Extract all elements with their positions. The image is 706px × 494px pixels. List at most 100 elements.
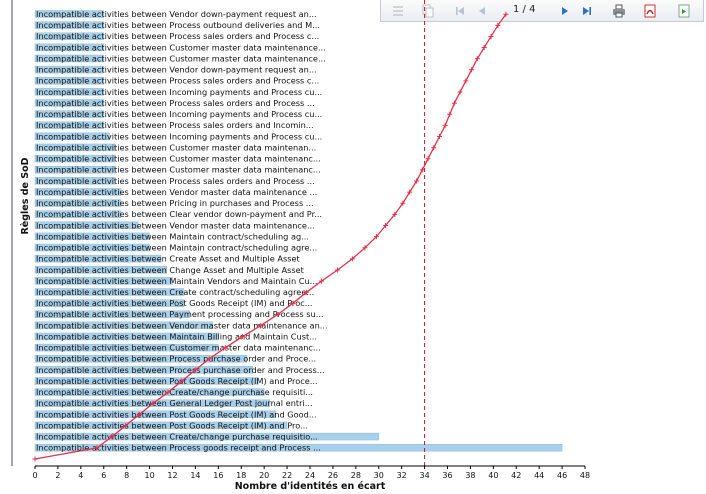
curve-point <box>447 111 453 117</box>
x-tick-label: 44 <box>534 471 544 480</box>
x-tick-label: 36 <box>442 471 452 480</box>
x-tick-label: 42 <box>511 471 521 480</box>
curve-point <box>179 378 185 384</box>
rule-label: Incompatible activities between Post Goo… <box>36 376 318 386</box>
x-tick-label: 10 <box>144 471 154 480</box>
rule-label: Incompatible activities between Customer… <box>36 154 321 164</box>
rule-label: Incompatible activities between Post Goo… <box>36 298 313 308</box>
curve-point <box>335 267 340 273</box>
x-tick-label: 38 <box>465 471 475 480</box>
curve-point <box>431 145 437 151</box>
bar <box>34 165 116 174</box>
rule-label: Incompatible activities between Maintain… <box>36 231 309 241</box>
curve-point <box>109 434 115 440</box>
x-tick-label: 20 <box>259 471 269 480</box>
rule-label: Incompatible activities between Change A… <box>36 265 305 275</box>
curve-point <box>457 89 463 95</box>
bar <box>34 388 265 396</box>
bar <box>34 288 185 296</box>
x-tick-label: 8 <box>124 471 129 480</box>
rule-label: Incompatible activities between Process … <box>36 98 315 108</box>
rule-label: Incompatible activities between Create A… <box>36 254 301 264</box>
export-icon[interactable] <box>677 4 691 18</box>
curve-point <box>32 456 38 462</box>
bar <box>34 421 288 430</box>
rule-label: Incompatible activities between Vendor d… <box>36 65 317 75</box>
x-ticks-layer: 0 2 4 6 8 10 12 14 16 18 20 22 24 26 28 30 32 34 36 38 40 42 4… <box>32 466 590 480</box>
bar <box>34 32 104 40</box>
x-tick-label: 40 <box>488 471 498 480</box>
copy-icon[interactable] <box>421 4 435 18</box>
curve-point <box>123 423 129 429</box>
y-axis-title: Règles de SoD <box>20 157 31 234</box>
rule-label: Incompatible activities between Pricing … <box>36 198 314 208</box>
x-tick-label: 48 <box>580 471 590 480</box>
bar <box>34 110 104 118</box>
previous-page-icon[interactable] <box>475 4 489 18</box>
curve-point <box>258 323 264 329</box>
next-page-icon[interactable] <box>558 4 572 18</box>
rule-label: Incompatible activities between Incoming… <box>36 131 322 141</box>
curve-point <box>165 389 171 395</box>
curve-point <box>442 122 448 128</box>
curve-markers-layer <box>32 11 509 462</box>
curve-point <box>136 412 142 418</box>
curve-point <box>304 289 310 295</box>
rule-label: Incompatible activities between Process … <box>36 176 315 186</box>
curve-point <box>373 234 379 240</box>
rule-label: Incompatible activities between Vendor d… <box>36 9 317 19</box>
bar <box>34 77 104 85</box>
rule-label: Incompatible activities between Maintain… <box>36 276 317 286</box>
bar <box>34 232 150 241</box>
rule-label: Incompatible activities between Process … <box>36 365 325 375</box>
bar <box>34 355 248 363</box>
x-tick-label: 46 <box>557 471 567 480</box>
last-page-icon[interactable] <box>580 4 594 18</box>
x-tick-label: 4 <box>78 471 83 480</box>
first-page-icon[interactable] <box>453 4 467 18</box>
curve-point <box>469 67 475 73</box>
report-toolbar: 1 / 4 <box>380 0 704 22</box>
bar <box>34 277 173 285</box>
rule-labels-layer: Incompatible activities between Process … <box>36 9 328 453</box>
x-tick-label: 18 <box>236 471 246 480</box>
bar <box>34 332 219 341</box>
list-icon[interactable] <box>391 4 405 18</box>
rule-label: Incompatible activities between Customer… <box>36 343 321 353</box>
rule-label: Incompatible activities between Process … <box>36 354 316 364</box>
curve-point <box>290 300 296 306</box>
curve-point <box>150 400 156 406</box>
bar <box>34 121 104 129</box>
rule-label: Incompatible activities between Vendor m… <box>36 187 317 197</box>
rule-label: Incompatible activities between Process … <box>36 20 320 30</box>
bar <box>34 310 190 318</box>
bar <box>34 443 563 452</box>
x-axis-title: Nombre d'identités en écart <box>235 481 386 492</box>
bar <box>34 410 276 419</box>
curve-point <box>425 156 431 162</box>
curve-point <box>488 33 494 39</box>
page-indicator: 1 / 4 <box>513 4 536 15</box>
x-tick-label: 22 <box>282 471 292 480</box>
bar <box>34 377 259 385</box>
bar <box>34 299 185 307</box>
rule-label: Incompatible activities between Incoming… <box>36 87 322 97</box>
rule-label: Incompatible activities between Clear ve… <box>36 209 322 219</box>
curve-point <box>419 167 425 173</box>
bar <box>34 266 167 274</box>
bar <box>34 65 104 74</box>
curve-point <box>192 367 198 373</box>
x-tick-label: 30 <box>374 471 384 480</box>
x-tick-label: 32 <box>397 471 407 480</box>
curve-point <box>392 211 398 217</box>
rule-label: Incompatible activities between Customer… <box>36 53 326 63</box>
rule-label: Incompatible activities between Create/c… <box>36 432 318 442</box>
curve-point <box>275 311 281 317</box>
x-tick-label: 0 <box>32 471 37 480</box>
curve-point <box>400 200 406 206</box>
print-icon[interactable] <box>612 4 626 18</box>
bar <box>34 199 122 207</box>
pdf-icon[interactable] <box>643 4 657 18</box>
bar <box>34 99 104 107</box>
